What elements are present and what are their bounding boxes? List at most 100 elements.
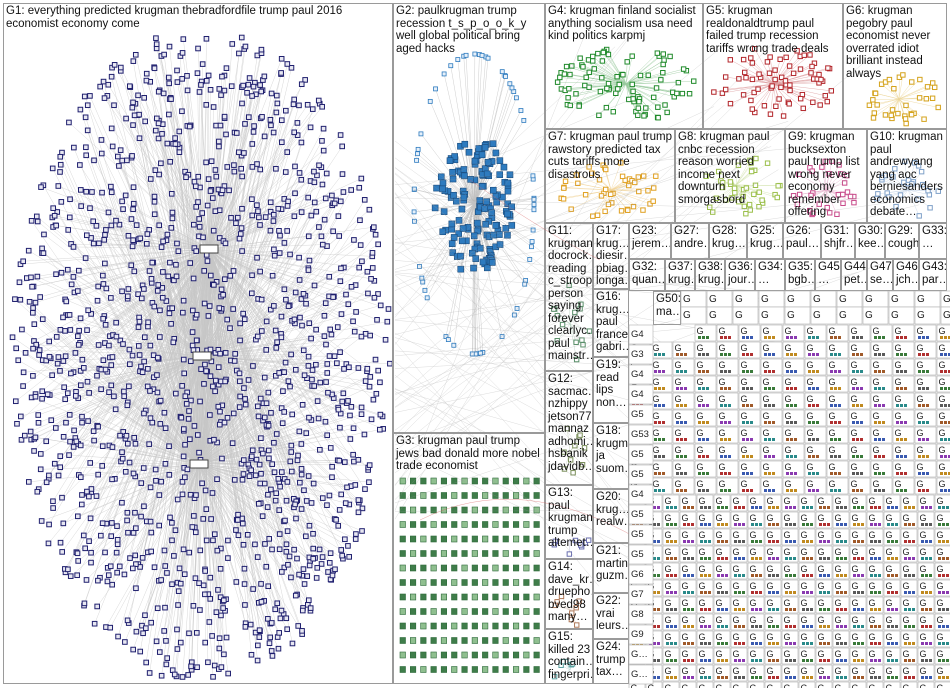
node	[710, 209, 716, 215]
node	[451, 535, 458, 543]
tiny-group-letter: G	[682, 496, 689, 506]
tiny-group-letter: G	[653, 343, 660, 353]
node	[248, 651, 255, 658]
node	[84, 327, 90, 333]
tiny-group-cell: G	[645, 511, 663, 529]
node	[80, 365, 87, 371]
node	[13, 345, 19, 352]
node	[330, 294, 336, 300]
tiny-group-letter: G	[653, 394, 660, 404]
node	[313, 326, 319, 333]
node	[57, 368, 63, 374]
node	[298, 81, 305, 88]
tiny-group-letter: G	[939, 411, 946, 421]
tiny-group-cell: G	[738, 392, 761, 410]
node	[274, 600, 281, 607]
node	[736, 76, 742, 82]
node	[711, 89, 717, 95]
node	[51, 460, 58, 467]
node	[430, 666, 437, 673]
node	[100, 272, 106, 279]
node	[256, 461, 263, 468]
tiny-group-cell: G	[832, 596, 850, 614]
tiny-group-letter: G	[801, 666, 808, 676]
node	[344, 484, 350, 491]
node	[283, 615, 290, 622]
node	[816, 201, 822, 207]
node	[420, 492, 427, 499]
node	[399, 550, 406, 557]
node	[28, 274, 34, 281]
node	[502, 477, 509, 485]
tiny-group-letter: G	[719, 326, 726, 336]
tiny-group-cell: G	[936, 477, 950, 495]
node	[461, 637, 468, 644]
node	[482, 550, 489, 557]
node	[189, 524, 196, 530]
node	[143, 77, 150, 84]
node	[719, 180, 726, 186]
node	[90, 218, 96, 225]
tiny-group-letter: G	[763, 462, 770, 472]
tiny-group-cell: G	[696, 545, 714, 563]
tiny-group-letter: G	[818, 598, 825, 608]
node	[272, 373, 279, 379]
tiny-group-letter: G	[829, 394, 836, 404]
tiny-group-letter: G	[767, 632, 774, 642]
tiny-group-letter: G	[699, 513, 706, 523]
node	[385, 306, 392, 312]
node	[96, 240, 102, 247]
node	[154, 389, 161, 396]
tiny-group-cell: G	[936, 358, 950, 376]
node	[34, 218, 41, 225]
tiny-group-letter: G	[852, 581, 859, 591]
tiny-group-cell: G	[696, 562, 714, 580]
node	[208, 158, 215, 165]
node	[326, 273, 333, 280]
tiny-group-cell: G	[696, 579, 714, 597]
small-group-cell: G5	[628, 504, 654, 525]
node	[268, 620, 275, 626]
node	[563, 63, 570, 70]
tiny-group-letter: G	[741, 462, 748, 472]
tiny-group-cell: G	[764, 647, 782, 665]
node	[420, 279, 426, 285]
node	[352, 482, 359, 488]
node	[188, 397, 194, 404]
node	[841, 180, 848, 186]
node	[329, 474, 335, 481]
node	[230, 306, 236, 312]
tiny-group-cell: G	[849, 681, 867, 688]
tiny-group-letter: G	[891, 310, 899, 321]
node	[279, 139, 285, 146]
node	[255, 413, 262, 420]
tiny-group-letter: G	[852, 547, 859, 557]
tiny-group-letter: G	[801, 632, 808, 642]
node	[722, 86, 729, 93]
node	[826, 171, 832, 177]
node	[241, 385, 247, 391]
node	[278, 334, 285, 341]
tiny-group-letter: G	[785, 360, 792, 370]
tiny-group-cell: G	[798, 630, 816, 648]
tiny-group-cell: G	[849, 494, 867, 512]
node	[185, 672, 191, 678]
tiny-group-cell: G	[713, 511, 731, 529]
node	[492, 651, 499, 659]
node	[194, 70, 201, 76]
node	[91, 437, 97, 444]
node	[915, 163, 922, 169]
node	[772, 67, 778, 73]
node	[154, 288, 161, 294]
node	[126, 383, 132, 390]
tiny-group-cell: G	[764, 596, 782, 614]
node	[211, 282, 217, 288]
tiny-group-letter: G	[937, 513, 944, 523]
node	[602, 186, 609, 193]
node	[34, 488, 41, 495]
node	[294, 457, 301, 464]
node	[242, 624, 249, 630]
node	[257, 395, 264, 402]
group-label-g47: G47: se…	[870, 261, 893, 286]
node	[479, 52, 485, 58]
